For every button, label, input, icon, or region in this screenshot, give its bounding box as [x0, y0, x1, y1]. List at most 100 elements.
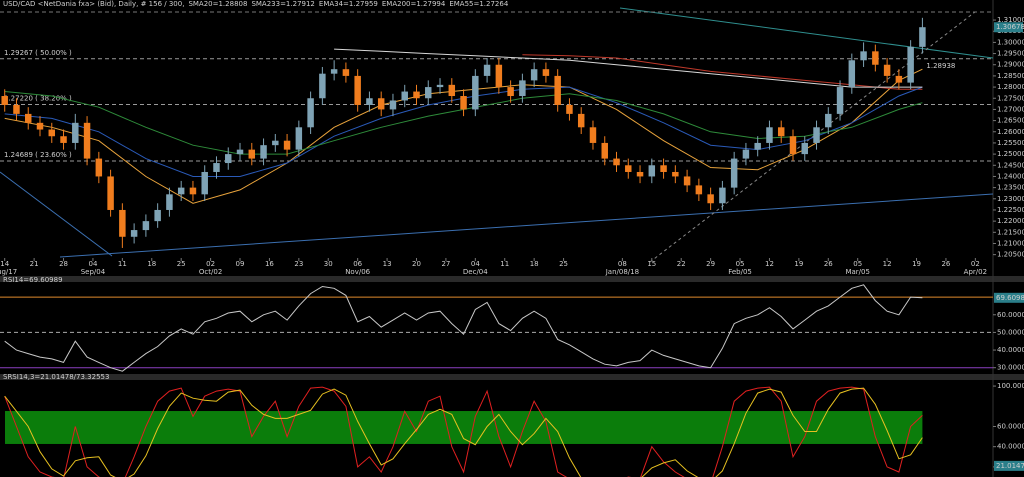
candle-body [460, 96, 467, 110]
candle-body [472, 75, 479, 110]
candle-body [25, 113, 32, 123]
candle-body [813, 127, 820, 143]
fib-label: 1.27220 ( 38.20% ) [4, 95, 72, 103]
candle-body [777, 127, 785, 137]
y-tick-label: 1.28500 [997, 72, 1024, 80]
candle-body [119, 209, 126, 237]
candle-body [613, 158, 620, 166]
candle-body [189, 187, 197, 195]
x-month-label: Apr/02 [964, 268, 987, 276]
candle-body [483, 64, 491, 76]
x-tick-label: 06 [353, 260, 362, 268]
candle-body [730, 158, 738, 188]
candle-body [295, 127, 303, 150]
candle-body [907, 46, 914, 83]
trendlines [0, 7, 994, 263]
candle-body [60, 136, 67, 143]
x-tick-label: 18 [147, 260, 156, 268]
x-tick-label: 19 [912, 260, 921, 268]
candle-body [307, 98, 314, 128]
last-price-label: 1.30678 [996, 23, 1024, 31]
x-month-label: Dec/04 [463, 268, 488, 276]
y-tick-label: 40.00000 [997, 346, 1024, 354]
legend-entry: SMA20=1.28808 [188, 0, 247, 8]
y-tick-label: 40.00000 [997, 443, 1024, 451]
trendline [59, 193, 994, 258]
x-tick-label: 04 [471, 260, 480, 268]
candle-body [401, 91, 408, 101]
y-tick-label: 1.27500 [997, 94, 1024, 102]
candle-body [130, 230, 138, 237]
x-tick-label: 05 [736, 260, 745, 268]
x-tick-label: 05 [853, 260, 862, 268]
candle-body [413, 91, 420, 99]
x-tick-label: 02 [971, 260, 980, 268]
value-box [994, 292, 1024, 303]
candle-body [166, 194, 173, 210]
x-tick-label: 13 [383, 260, 392, 268]
fib-label: 1.24689 ( 23.60% ) [4, 151, 72, 159]
candle-body [660, 165, 667, 172]
y-tick-label: 1.27000 [997, 105, 1024, 113]
value-box [994, 460, 1024, 471]
x-month-label: Nov/06 [345, 268, 370, 276]
y-tick-label: 1.26500 [997, 117, 1024, 125]
candle-body [330, 69, 338, 74]
candle-body [530, 69, 538, 81]
y-tick-label: 1.29500 [997, 50, 1024, 58]
candle-body [695, 185, 703, 195]
candle-body [425, 87, 432, 99]
legend-entry: EMA55=1.27264 [449, 0, 509, 8]
y-tick-label: 50.00000 [997, 328, 1024, 336]
y-tick-label: 1.22000 [997, 217, 1024, 225]
y-tick-label: 1.31000 [997, 16, 1024, 24]
x-tick-label: 21 [30, 260, 39, 268]
indicator-line [4, 284, 923, 372]
candle-body [389, 100, 397, 110]
candle-body [83, 122, 91, 159]
y-tick-label: 1.25000 [997, 150, 1024, 158]
x-tick-label: 25 [177, 260, 186, 268]
candle-body [601, 142, 608, 159]
y-tick-label: 30.00000 [997, 364, 1024, 372]
candle-body [13, 104, 20, 114]
candle-body [554, 75, 561, 105]
candle-body [1, 96, 8, 105]
panel-separator [0, 374, 1024, 380]
candle-body [107, 176, 114, 210]
trendline [649, 11, 976, 263]
candle-body [625, 165, 632, 172]
candle-body [872, 51, 879, 65]
x-tick-label: 29 [706, 260, 715, 268]
y-tick-label: 60.00000 [997, 422, 1024, 430]
candle-body [766, 127, 773, 143]
candle-body [895, 75, 903, 83]
y-tick-label: 1.23000 [997, 195, 1024, 203]
x-month-label: Sep/04 [81, 268, 106, 276]
y-tick-label: 1.26000 [997, 128, 1024, 136]
x-month-label: Feb/05 [728, 268, 752, 276]
candle-body [789, 136, 797, 155]
panel-separator [0, 276, 1024, 282]
candle-body [377, 98, 385, 110]
candle-body [860, 51, 867, 61]
candle-body [225, 154, 232, 164]
value-box-label: 69.60989 [996, 294, 1024, 302]
x-tick-label: 09 [236, 260, 245, 268]
candle-body [707, 194, 714, 204]
candle-body [342, 69, 350, 76]
candle-body [719, 187, 726, 204]
candle-body [542, 69, 550, 76]
x-month-label: Aug/17 [0, 268, 17, 276]
candle-body [825, 113, 832, 128]
candle-body [283, 140, 291, 150]
trendline [619, 7, 994, 59]
candle-body [919, 27, 926, 47]
x-month-label: Mar/05 [845, 268, 869, 276]
y-tick-label: 1.29000 [997, 61, 1024, 69]
y-tick-label: 1.24000 [997, 172, 1024, 180]
panel-title: USD/CAD <NetDania fxa> (Bid), Daily, # 1… [3, 0, 184, 8]
candle-body [577, 113, 585, 128]
x-tick-label: 04 [88, 260, 97, 268]
x-tick-label: 12 [883, 260, 892, 268]
